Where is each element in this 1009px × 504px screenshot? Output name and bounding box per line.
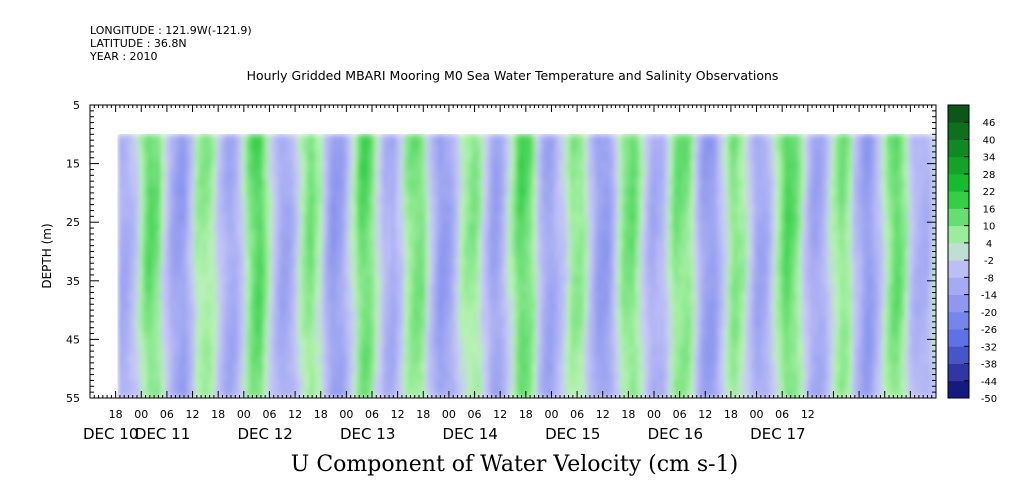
x-hour-tick-label: 12 xyxy=(186,408,200,421)
y-tick-label: 5 xyxy=(73,99,80,112)
colorbar-label: -2 xyxy=(984,256,994,267)
colorbar-label: -38 xyxy=(981,360,997,371)
x-hour-tick-label: 06 xyxy=(775,408,789,421)
x-hour-tick-label: 12 xyxy=(801,408,815,421)
x-hour-tick-label: 12 xyxy=(391,408,405,421)
colorbar-segment xyxy=(948,380,969,399)
y-tick-label: 35 xyxy=(66,275,80,288)
colorbar-segment xyxy=(948,173,969,192)
latitude-label: LATITUDE : 36.8N xyxy=(90,37,187,50)
colorbar-label: 34 xyxy=(983,153,996,164)
x-hour-tick-label: 06 xyxy=(262,408,276,421)
colorbar-segment xyxy=(948,277,969,295)
x-hour-tick-label: 00 xyxy=(750,408,764,421)
x-hour-tick-label: 06 xyxy=(570,408,584,421)
colorbar-label: -20 xyxy=(981,308,997,319)
x-hour-tick-label: 00 xyxy=(647,408,661,421)
x-hour-tick-label: 18 xyxy=(314,408,328,421)
colorbar: 46 40 34 28 22 16 10 4 -2 -8 -14 -20 -26 -32 -38 -44 -50 xyxy=(947,104,997,405)
x-hour-tick-label: 00 xyxy=(442,408,456,421)
colorbar-segment xyxy=(948,329,969,347)
y-tick-label: 25 xyxy=(66,216,80,229)
x-day-label: DEC 11 xyxy=(135,425,190,443)
x-hour-tick-label: 18 xyxy=(109,408,123,421)
colorbar-segment xyxy=(948,311,969,330)
longitude-label: LONGITUDE : 121.9W(-121.9) xyxy=(90,24,252,37)
colorbar-segment xyxy=(948,346,969,364)
colorbar-label: 16 xyxy=(983,204,996,215)
x-hour-tick-label: 18 xyxy=(621,408,635,421)
x-hour-tick-label: 18 xyxy=(724,408,738,421)
x-hour-tick-label: 06 xyxy=(365,408,379,421)
y-axis: 5 15 25 35 45 55 xyxy=(66,99,936,405)
colorbar-segment xyxy=(948,139,969,158)
y-tick-label: 55 xyxy=(66,392,80,405)
x-day-label: DEC 15 xyxy=(545,425,600,443)
x-day-label: DEC 16 xyxy=(648,425,703,443)
year-label: YEAR : 2010 xyxy=(90,50,158,63)
x-day-label: DEC 14 xyxy=(443,425,498,443)
x-hour-tick-label: 18 xyxy=(211,408,225,421)
colorbar-segment xyxy=(948,122,969,140)
colorbar-label: -8 xyxy=(984,273,994,284)
x-hour-tick-label: 00 xyxy=(544,408,558,421)
colorbar-segment xyxy=(948,191,969,209)
x-hour-tick-label: 06 xyxy=(468,408,482,421)
colorbar-segment xyxy=(948,156,969,175)
y-tick-label: 45 xyxy=(66,333,80,346)
colorbar-segment xyxy=(948,208,969,227)
x-hour-tick-label: 12 xyxy=(493,408,507,421)
colorbar-label: 22 xyxy=(983,187,996,198)
x-hour-tick-label: 18 xyxy=(519,408,533,421)
colorbar-label: -26 xyxy=(981,325,997,336)
chart-title: Hourly Gridded MBARI Mooring M0 Sea Wate… xyxy=(246,68,779,83)
x-day-label: DEC 12 xyxy=(237,425,292,443)
x-hour-tick-label: 06 xyxy=(160,408,174,421)
colorbar-segment xyxy=(948,242,969,261)
y-axis-label: DEPTH (m) xyxy=(40,223,54,288)
colorbar-label: -14 xyxy=(981,291,997,302)
colorbar-label: -50 xyxy=(981,394,997,405)
colorbar-label: 28 xyxy=(983,170,996,181)
x-hour-tick-label: 00 xyxy=(237,408,251,421)
colorbar-segment xyxy=(948,225,969,244)
x-hour-tick-label: 06 xyxy=(673,408,687,421)
colorbar-label: 10 xyxy=(983,222,996,233)
x-day-label: DEC 10 xyxy=(83,425,138,443)
x-hour-tick-label: 12 xyxy=(288,408,302,421)
colorbar-label: 46 xyxy=(983,118,996,129)
x-hour-tick-label: 00 xyxy=(339,408,353,421)
x-hour-tick-label: 12 xyxy=(596,408,610,421)
colorbar-label: -32 xyxy=(981,342,997,353)
x-hour-tick-label: 18 xyxy=(416,408,430,421)
x-hour-tick-label: 00 xyxy=(134,408,148,421)
x-day-label: DEC 13 xyxy=(340,425,395,443)
y-tick-label: 15 xyxy=(66,158,80,171)
colorbar-label: -44 xyxy=(981,377,997,388)
variable-title: U Component of Water Velocity (cm s-1) xyxy=(290,452,739,477)
x-axis: 18 00 06 12 18 00 06 12 18 00 06 12 18 00 06 12 18 00 06 12… xyxy=(83,105,937,443)
location-info: LONGITUDE : 121.9W(-121.9) LATITUDE : 36… xyxy=(90,24,252,63)
colorbar-segment xyxy=(948,294,969,313)
colorbar-segment xyxy=(948,260,969,278)
colorbar-segment xyxy=(948,105,969,123)
colorbar-label: 4 xyxy=(986,239,992,250)
colorbar-label: 40 xyxy=(983,135,996,146)
x-hour-tick-label: 12 xyxy=(698,408,712,421)
colorbar-segment xyxy=(948,363,969,382)
x-day-label: DEC 17 xyxy=(750,425,805,443)
heatmap-field xyxy=(117,134,936,398)
